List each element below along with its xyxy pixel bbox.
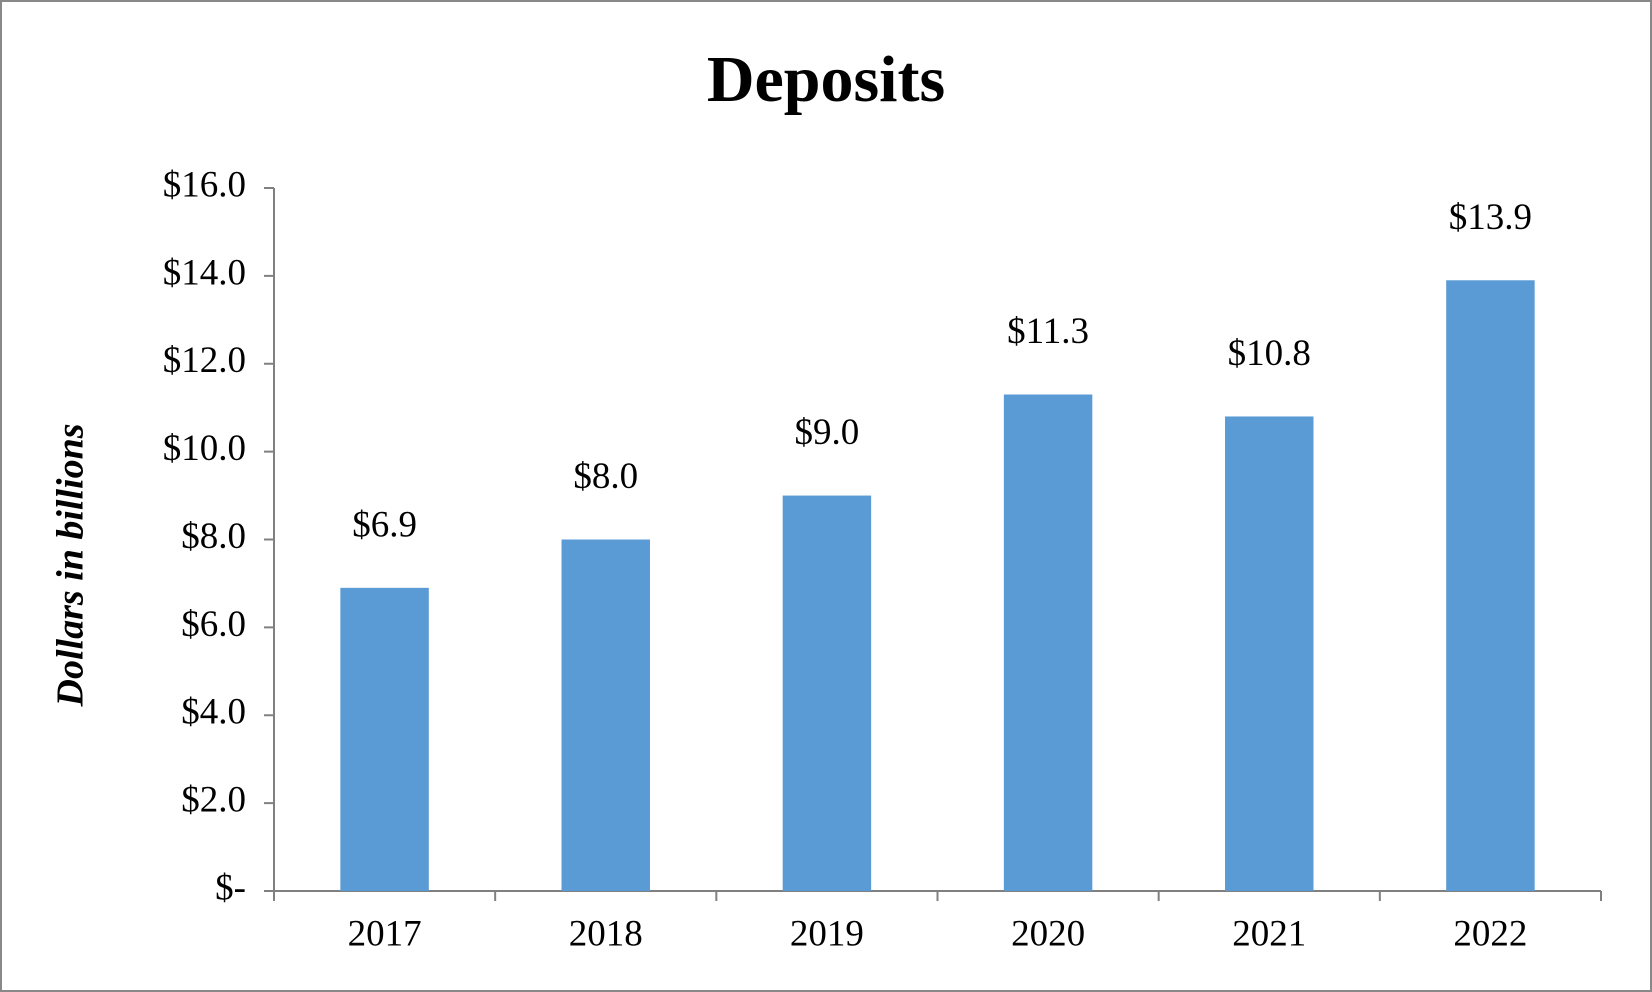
bar	[561, 539, 650, 891]
y-tick-label: $6.0	[181, 604, 246, 645]
x-tick-label: 2017	[348, 913, 422, 954]
data-label: $8.0	[573, 456, 638, 497]
y-tick-label: $-	[215, 867, 246, 908]
bar	[1003, 394, 1093, 891]
x-tick-label: 2021	[1232, 913, 1306, 954]
y-tick-label: $2.0	[181, 780, 246, 821]
bar	[340, 587, 429, 891]
data-label: $9.0	[795, 412, 860, 453]
y-tick-label: $8.0	[181, 516, 246, 557]
bar	[1446, 280, 1535, 891]
y-tick-label: $4.0	[181, 692, 246, 733]
bar	[1225, 416, 1314, 891]
y-tick-label: $14.0	[163, 252, 246, 293]
y-tick-label: $16.0	[163, 164, 246, 205]
y-axis-label: Dollars in billions	[50, 424, 92, 708]
x-tick-label: 2022	[1453, 913, 1527, 954]
y-tick-label: $10.0	[163, 428, 246, 469]
x-tick-label: 2020	[1011, 913, 1085, 954]
x-tick-label: 2019	[790, 913, 864, 954]
x-tick-label: 2018	[569, 913, 643, 954]
bar	[782, 495, 872, 891]
y-tick-label: $12.0	[163, 340, 246, 381]
data-label: $13.9	[1449, 197, 1532, 238]
data-label: $10.8	[1228, 333, 1311, 374]
data-label: $11.3	[1007, 311, 1089, 352]
chart-title: Deposits	[707, 43, 945, 116]
data-label: $6.9	[352, 504, 417, 545]
